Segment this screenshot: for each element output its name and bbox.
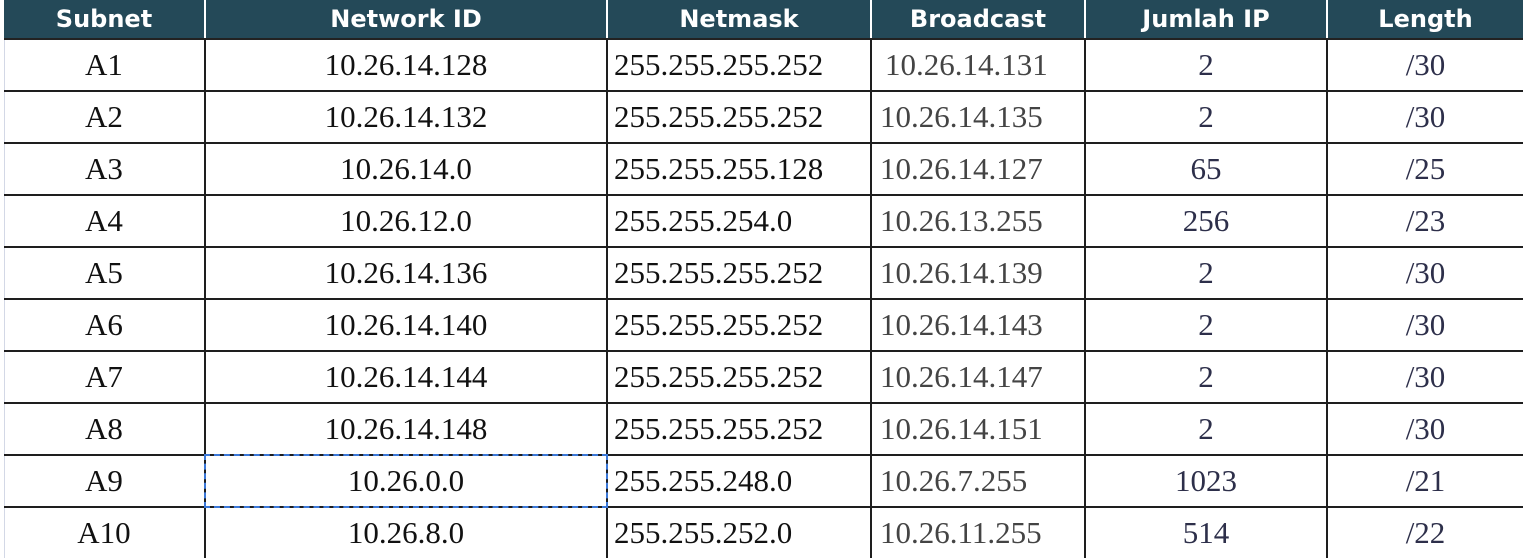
cell-subnet[interactable]: A3 [4,143,206,196]
cell-network-id[interactable]: 10.26.8.0 [205,507,608,558]
table-row: A10 10.26.8.0 255.255.252.0 10.26.11.255… [4,507,1523,558]
cell-jumlah-ip[interactable]: 2 [1085,351,1328,404]
cell-broadcast[interactable]: 10.26.14.135 [871,91,1086,144]
cell-netmask[interactable]: 255.255.248.0 [607,455,872,508]
cell-broadcast[interactable]: 10.26.14.139 [871,247,1086,300]
cell-broadcast[interactable]: 10.26.14.131 [871,39,1086,92]
cell-netmask[interactable]: 255.255.252.0 [607,507,872,558]
cell-netmask[interactable]: 255.255.255.252 [607,91,872,144]
cell-network-id[interactable]: 10.26.14.136 [205,247,608,300]
cell-broadcast[interactable]: 10.26.7.255 [871,455,1086,508]
header-length[interactable]: Length [1327,0,1523,40]
cell-length[interactable]: /30 [1327,39,1523,92]
cell-netmask[interactable]: 255.255.255.252 [607,351,872,404]
cell-jumlah-ip[interactable]: 2 [1085,403,1328,456]
table-row: A7 10.26.14.144 255.255.255.252 10.26.14… [4,351,1523,404]
table-row: A8 10.26.14.148 255.255.255.252 10.26.14… [4,403,1523,456]
cell-jumlah-ip[interactable]: 65 [1085,143,1328,196]
cell-length[interactable]: /21 [1327,455,1523,508]
table-row: A6 10.26.14.140 255.255.255.252 10.26.14… [4,299,1523,352]
header-jumlah-ip[interactable]: Jumlah IP [1085,0,1328,40]
cell-length[interactable]: /30 [1327,247,1523,300]
cell-subnet[interactable]: A10 [4,507,206,558]
cell-broadcast[interactable]: 10.26.14.151 [871,403,1086,456]
cell-netmask[interactable]: 255.255.255.252 [607,39,872,92]
header-network-id[interactable]: Network ID [205,0,608,40]
table-row: A2 10.26.14.132 255.255.255.252 10.26.14… [4,91,1523,144]
cell-subnet[interactable]: A9 [4,455,206,508]
subnet-table: Subnet Network ID Netmask Broadcast Juml… [4,0,1523,558]
cell-network-id[interactable]: 10.26.14.148 [205,403,608,456]
cell-jumlah-ip[interactable]: 2 [1085,39,1328,92]
cell-subnet[interactable]: A2 [4,91,206,144]
cell-netmask[interactable]: 255.255.255.252 [607,299,872,352]
cell-subnet[interactable]: A5 [4,247,206,300]
table-row: A1 10.26.14.128 255.255.255.252 10.26.14… [4,39,1523,92]
cell-subnet[interactable]: A4 [4,195,206,248]
cell-broadcast[interactable]: 10.26.11.255 [871,507,1086,558]
header-subnet[interactable]: Subnet [4,0,206,40]
cell-broadcast[interactable]: 10.26.13.255 [871,195,1086,248]
cell-network-id[interactable]: 10.26.12.0 [205,195,608,248]
header-netmask[interactable]: Netmask [607,0,872,40]
header-row: Subnet Network ID Netmask Broadcast Juml… [4,0,1523,40]
cell-subnet[interactable]: A6 [4,299,206,352]
cell-length[interactable]: /30 [1327,351,1523,404]
table-row: A3 10.26.14.0 255.255.255.128 10.26.14.1… [4,143,1523,196]
cell-subnet[interactable]: A1 [4,39,206,92]
cell-subnet[interactable]: A7 [4,351,206,404]
cell-jumlah-ip[interactable]: 1023 [1085,455,1328,508]
cell-broadcast[interactable]: 10.26.14.143 [871,299,1086,352]
cell-length[interactable]: /25 [1327,143,1523,196]
header-broadcast[interactable]: Broadcast [871,0,1086,40]
cell-network-id[interactable]: 10.26.14.140 [205,299,608,352]
cell-netmask[interactable]: 255.255.255.252 [607,247,872,300]
cell-length[interactable]: /23 [1327,195,1523,248]
cell-network-id[interactable]: 10.26.14.144 [205,351,608,404]
cell-network-id[interactable]: 10.26.14.0 [205,143,608,196]
cell-jumlah-ip[interactable]: 2 [1085,91,1328,144]
table-row: A4 10.26.12.0 255.255.254.0 10.26.13.255… [4,195,1523,248]
cell-jumlah-ip[interactable]: 2 [1085,247,1328,300]
cell-length[interactable]: /30 [1327,91,1523,144]
spreadsheet: Subnet Network ID Netmask Broadcast Juml… [4,0,1523,558]
cell-length[interactable]: /22 [1405,515,1446,550]
cell-jumlah-ip[interactable]: 514 [1085,507,1328,558]
cell-length[interactable]: /30 [1327,403,1523,456]
table-row: A9 10.26.0.0 255.255.248.0 10.26.7.255 1… [4,453,1523,508]
cell-broadcast[interactable]: 10.26.14.127 [871,143,1086,196]
cell-netmask[interactable]: 255.255.254.0 [607,195,872,248]
cell-network-id[interactable]: 10.26.14.128 [205,39,608,92]
cell-length[interactable]: /30 [1327,299,1523,352]
cell-broadcast[interactable]: 10.26.14.147 [871,351,1086,404]
cell-subnet[interactable]: A8 [4,403,206,456]
cell-network-id-selected[interactable]: 10.26.0.0 [203,453,608,508]
cell-netmask[interactable]: 255.255.255.128 [607,143,872,196]
cell-network-id[interactable]: 10.26.14.132 [205,91,608,144]
cell-netmask[interactable]: 255.255.255.252 [607,403,872,456]
cell-jumlah-ip[interactable]: 2 [1085,299,1328,352]
table-row: A5 10.26.14.136 255.255.255.252 10.26.14… [4,247,1523,300]
cell-jumlah-ip[interactable]: 256 [1085,195,1328,248]
